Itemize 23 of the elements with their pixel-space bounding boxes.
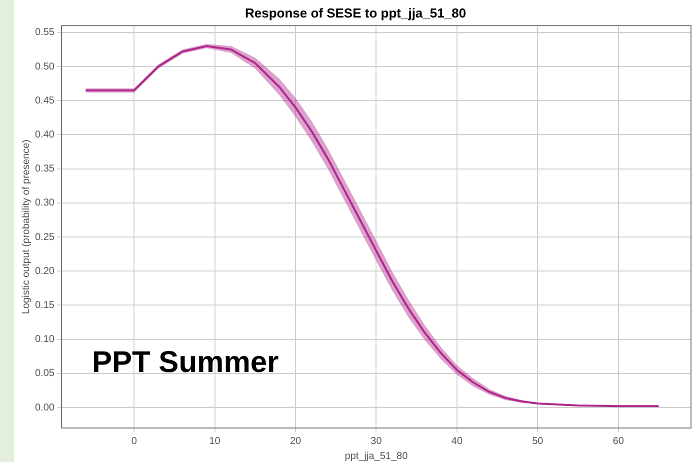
x-tick-label: 10: [209, 436, 221, 447]
y-tick-label: 0.00: [34, 402, 55, 414]
y-tick-label: 0.25: [34, 232, 55, 243]
y-tick-label: 0.30: [34, 198, 55, 209]
y-tick-label: 0.35: [34, 164, 55, 175]
x-tick-label: 20: [290, 436, 302, 447]
y-tick-label: 0.45: [34, 95, 55, 106]
x-tick-label: 60: [612, 436, 624, 447]
x-tick-label: 30: [370, 436, 382, 447]
y-tick-label: 0.10: [34, 334, 55, 346]
y-axis-title: Logistic output (probability of presence): [20, 140, 32, 314]
y-tick-label: 0.20: [34, 266, 55, 277]
y-tick-label: 0.15: [34, 300, 55, 311]
y-tick-label: 0.55: [34, 27, 55, 38]
y-tick-label: 0.50: [34, 61, 55, 72]
chart-title: Response of SESE to ppt_jja_51_80: [244, 5, 466, 20]
x-tick-label: 50: [532, 436, 544, 447]
y-tick-label: 0.40: [34, 129, 55, 140]
x-tick-label: 0: [131, 436, 138, 447]
x-tick-label: 40: [451, 436, 463, 447]
y-tick-label: 0.05: [34, 368, 55, 380]
annotation: PPT Summer: [92, 346, 279, 380]
x-axis-title: ppt_jja_51_80: [344, 450, 408, 462]
